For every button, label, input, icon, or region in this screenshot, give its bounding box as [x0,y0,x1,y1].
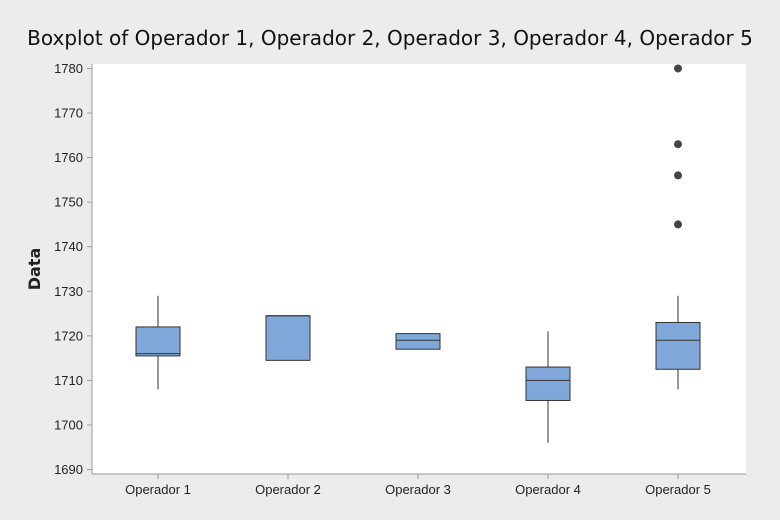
iqr-box [525,366,571,401]
y-tick-label: 1760 [54,150,83,165]
box-1 [135,295,181,390]
x-tick-label: Operador 5 [645,482,711,497]
outlier-point [674,220,682,229]
box-2 [265,315,311,361]
outlier-point [674,140,682,149]
iqr-box [395,333,441,350]
y-tick-label: 1770 [54,106,83,121]
y-tick-label: 1700 [54,417,83,432]
y-tick-label: 1740 [54,239,83,254]
y-tick-label: 1690 [54,462,83,477]
box-4 [525,331,571,443]
outlier-point [674,171,682,180]
plot-area [92,64,746,474]
x-axis-ticks: Operador 1 Operador 2 Operador 3 Operador 4… [125,474,711,497]
x-tick-label: Operador 1 [125,482,191,497]
boxplot-series [135,64,701,443]
y-tick-label: 1750 [54,195,83,210]
y-axis-ticks: 1690 1700 1710 1720 1730 1740 1750 1760 1770 1780 [54,61,92,477]
iqr-box [135,326,181,357]
iqr-box [655,321,701,370]
x-tick-label: Operador 3 [385,482,451,497]
box-3 [395,333,441,350]
x-tick-label: Operador 2 [255,482,321,497]
y-tick-label: 1710 [54,373,83,388]
y-axis-label: Data [25,248,44,291]
y-tick-label: 1720 [54,328,83,343]
iqr-box [265,315,311,361]
chart-title: Boxplot of Operador 1, Operador 2, Opera… [27,26,753,50]
x-tick-label: Operador 4 [515,482,581,497]
y-tick-label: 1780 [54,61,83,76]
y-tick-label: 1730 [54,284,83,299]
box-5 [655,64,701,390]
outlier-point [674,64,682,73]
